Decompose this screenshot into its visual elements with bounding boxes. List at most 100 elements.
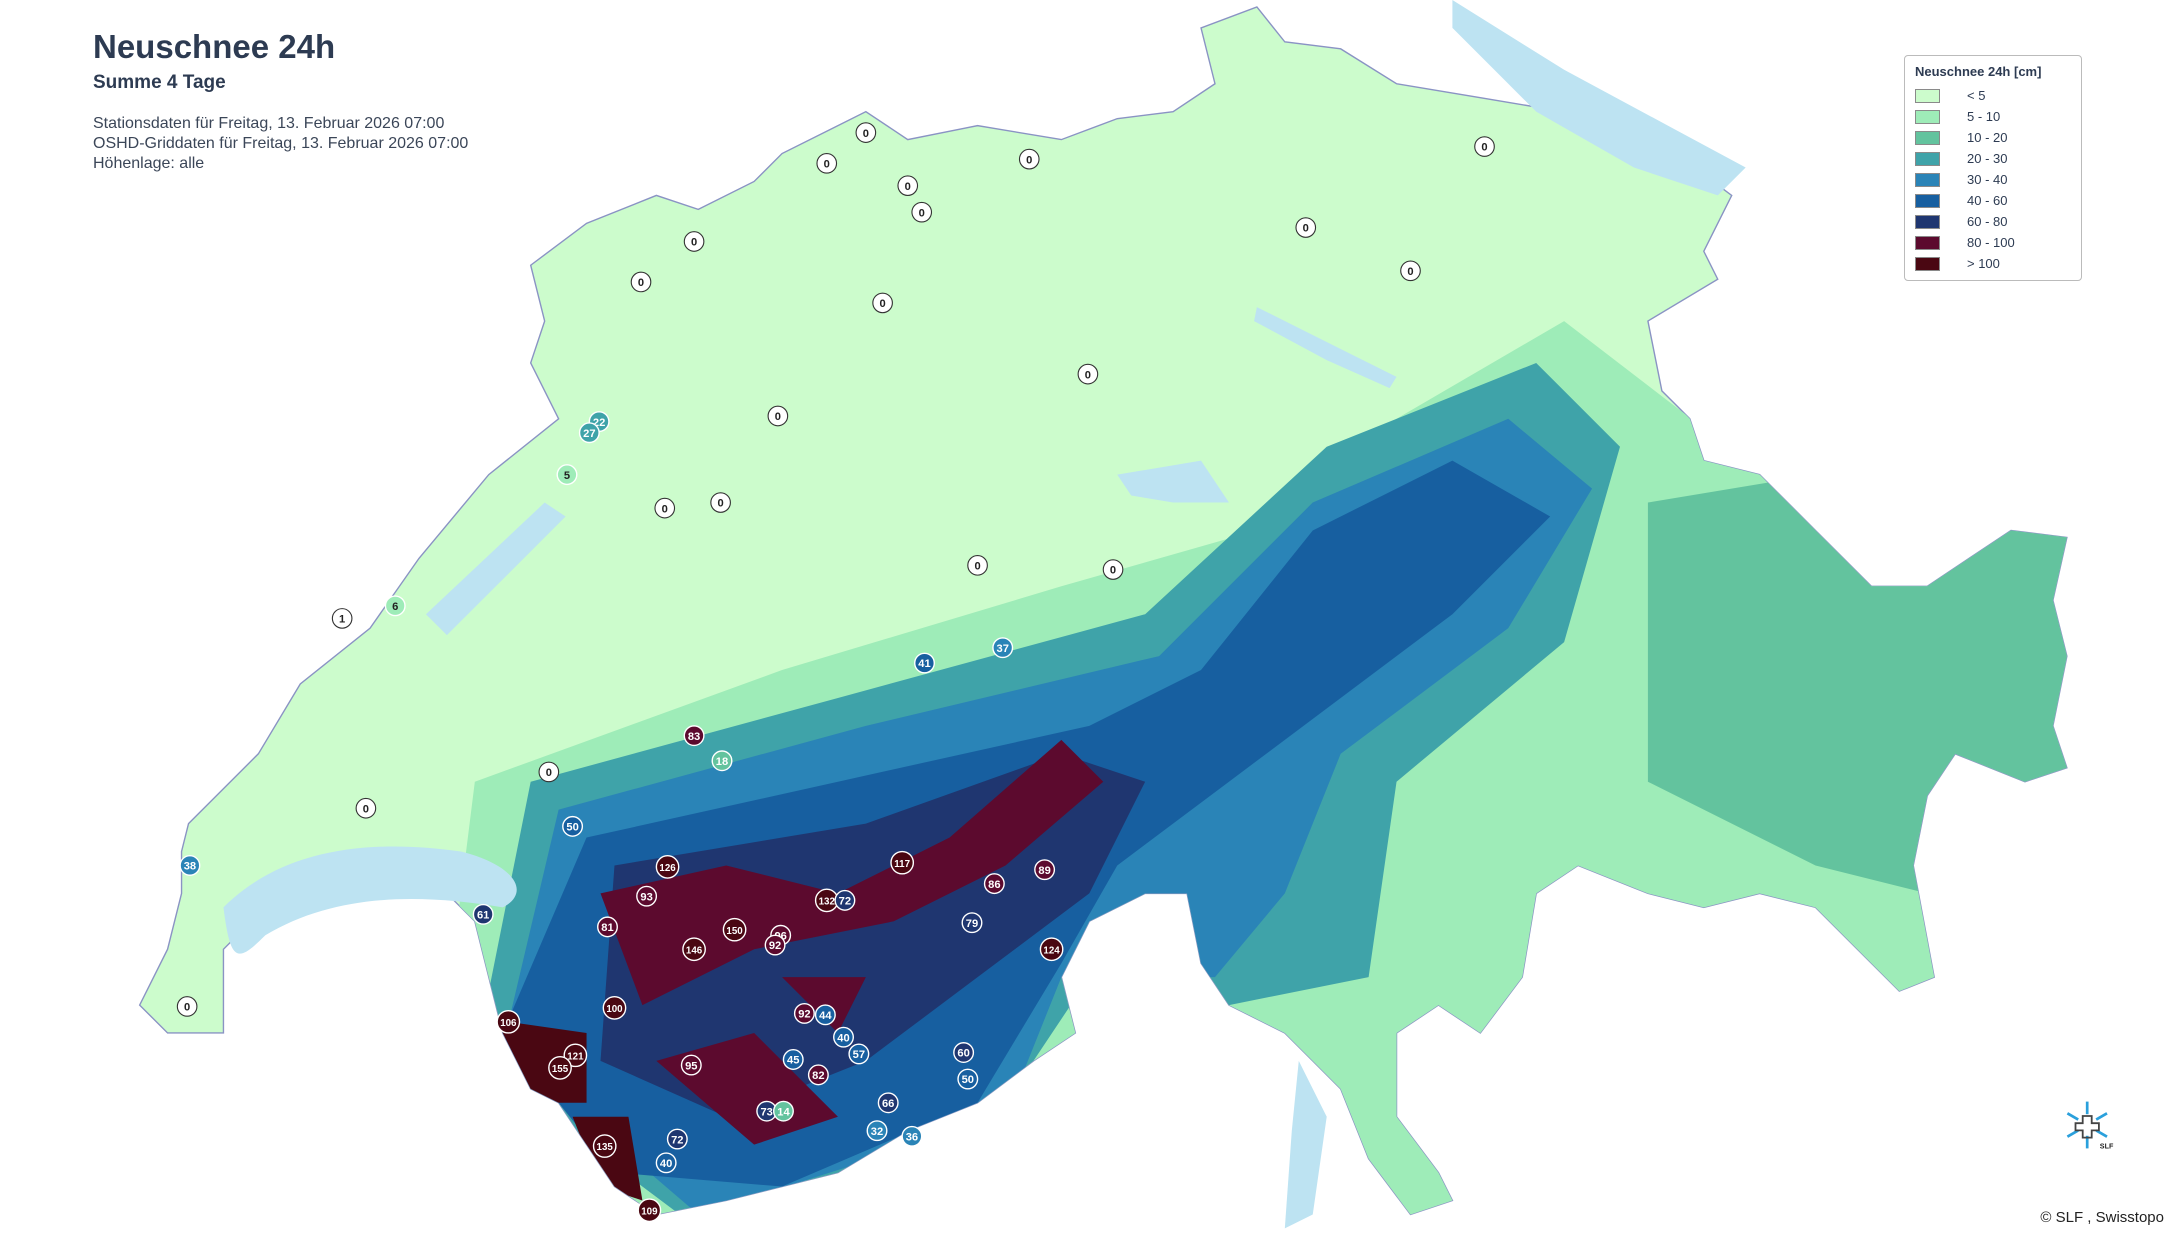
station-circle xyxy=(967,555,988,576)
legend-label: 20 - 30 xyxy=(1967,151,2008,166)
station-marker[interactable]: 27 xyxy=(578,422,600,444)
station-marker[interactable]: 40 xyxy=(833,1026,854,1048)
station-circle xyxy=(637,1198,662,1223)
station-marker[interactable]: 92 xyxy=(764,934,786,956)
station-marker[interactable]: 0 xyxy=(683,231,705,252)
station-marker[interactable]: 0 xyxy=(967,555,988,576)
station-marker[interactable]: 135 xyxy=(592,1134,617,1158)
station-circle xyxy=(548,1056,572,1080)
station-value: 22 xyxy=(593,417,605,429)
station-value: 0 xyxy=(974,561,980,573)
station-marker[interactable]: 50 xyxy=(957,1068,979,1090)
legend-item: 20 - 30 xyxy=(1915,148,2071,169)
station-marker[interactable]: 72 xyxy=(666,1128,688,1150)
station-marker[interactable]: 61 xyxy=(472,903,494,925)
station-circle xyxy=(816,152,838,174)
station-marker[interactable]: 66 xyxy=(877,1092,899,1114)
station-marker[interactable]: 0 xyxy=(767,405,789,427)
station-value: 0 xyxy=(638,277,644,289)
map-subtitle: Summe 4 Tage xyxy=(93,72,226,93)
station-value: 6 xyxy=(392,601,398,613)
station-marker[interactable]: 73 xyxy=(756,1100,778,1122)
station-marker[interactable]: 72 xyxy=(834,889,856,911)
station-marker[interactable]: 45 xyxy=(782,1049,804,1070)
station-circle xyxy=(1077,363,1099,385)
legend-swatch xyxy=(1915,109,1940,124)
station-marker[interactable]: 155 xyxy=(548,1056,572,1080)
station-marker[interactable]: 0 xyxy=(911,201,933,223)
station-marker[interactable]: 0 xyxy=(176,996,198,1017)
station-circle xyxy=(602,995,627,1020)
station-circle xyxy=(1400,260,1421,282)
station-marker[interactable]: 37 xyxy=(992,637,1014,659)
station-value: 36 xyxy=(906,1131,918,1143)
station-marker[interactable]: 0 xyxy=(1018,148,1040,170)
station-marker[interactable]: 82 xyxy=(807,1064,829,1086)
station-marker[interactable]: 150 xyxy=(722,917,747,942)
slf-snowflake-logo: SLF xyxy=(2066,1101,2114,1150)
station-circle xyxy=(848,1043,870,1065)
station-marker[interactable]: 0 xyxy=(1295,217,1317,238)
station-circle xyxy=(563,1043,588,1068)
station-value: 92 xyxy=(798,1009,810,1021)
station-circle xyxy=(911,201,933,223)
station-value: 95 xyxy=(685,1060,697,1072)
station-marker[interactable]: 0 xyxy=(816,152,838,174)
station-value: 126 xyxy=(659,863,676,874)
station-marker[interactable]: 0 xyxy=(538,761,560,783)
station-marker[interactable]: 14 xyxy=(772,1100,794,1122)
station-marker[interactable]: 106 xyxy=(496,1009,521,1034)
station-circle xyxy=(472,903,494,925)
station-marker[interactable]: 0 xyxy=(355,797,377,819)
station-circle xyxy=(764,934,786,956)
station-value: 32 xyxy=(871,1126,883,1138)
station-marker[interactable]: 6 xyxy=(384,595,406,617)
station-marker[interactable]: 95 xyxy=(680,1054,702,1076)
station-circle xyxy=(855,122,877,143)
station-marker[interactable]: 126 xyxy=(655,855,680,879)
station-value: 89 xyxy=(1038,865,1050,877)
station-marker[interactable]: 57 xyxy=(848,1043,870,1065)
station-marker[interactable]: 0 xyxy=(654,497,676,519)
station-value: 57 xyxy=(853,1049,865,1061)
station-marker[interactable]: 146 xyxy=(682,937,706,962)
station-marker[interactable]: 100 xyxy=(602,995,627,1020)
station-marker[interactable]: 5 xyxy=(556,464,578,486)
station-value: 0 xyxy=(880,298,886,310)
station-marker[interactable]: 0 xyxy=(710,492,731,513)
station-marker[interactable]: 92 xyxy=(793,1002,815,1024)
station-marker[interactable]: 0 xyxy=(1077,363,1099,385)
station-marker[interactable]: 18 xyxy=(711,750,733,772)
station-marker[interactable]: 117 xyxy=(890,850,915,875)
station-marker[interactable]: 32 xyxy=(866,1120,888,1142)
station-marker[interactable]: 83 xyxy=(683,725,705,747)
station-marker[interactable]: 44 xyxy=(814,1004,836,1026)
station-value: 100 xyxy=(606,1004,623,1015)
station-marker[interactable]: 0 xyxy=(630,271,652,293)
station-marker[interactable]: 0 xyxy=(855,122,877,143)
station-marker[interactable]: 0 xyxy=(1474,136,1495,157)
station-marker[interactable]: 0 xyxy=(872,292,893,314)
station-marker[interactable]: 38 xyxy=(179,855,201,876)
station-marker[interactable]: 89 xyxy=(1034,859,1056,881)
station-marker[interactable]: 0 xyxy=(1102,559,1124,580)
station-marker[interactable]: 60 xyxy=(953,1042,975,1063)
station-marker[interactable]: 0 xyxy=(897,175,919,196)
station-marker[interactable]: 36 xyxy=(901,1125,923,1147)
station-circle xyxy=(655,1152,677,1174)
station-marker[interactable]: 40 xyxy=(655,1152,677,1174)
station-marker[interactable]: 81 xyxy=(597,916,618,938)
station-marker[interactable]: 79 xyxy=(961,912,983,934)
station-marker[interactable]: 121 xyxy=(563,1043,588,1068)
station-marker[interactable]: 124 xyxy=(1039,937,1064,962)
station-marker[interactable]: 1 xyxy=(331,608,353,629)
station-marker[interactable]: 93 xyxy=(636,885,658,907)
station-marker[interactable]: 109 xyxy=(637,1198,662,1223)
legend-swatch xyxy=(1915,214,1940,229)
station-marker[interactable]: 50 xyxy=(562,815,584,837)
station-marker[interactable]: 0 xyxy=(1400,260,1421,282)
station-circle xyxy=(833,1026,854,1048)
station-marker[interactable]: 86 xyxy=(983,873,1005,895)
station-marker[interactable]: 41 xyxy=(914,652,935,674)
